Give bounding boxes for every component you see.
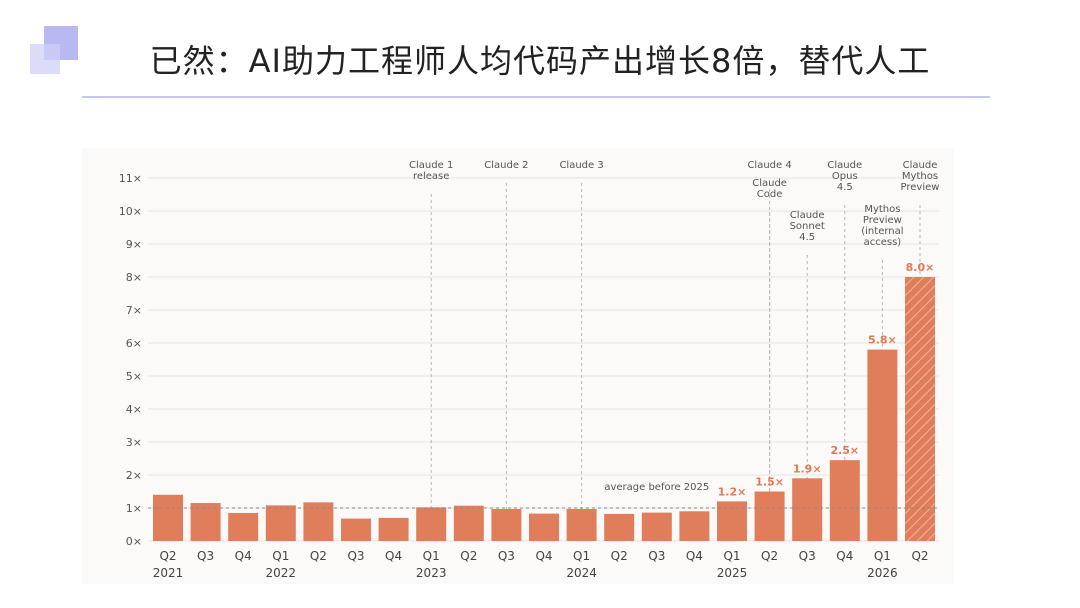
y-tick-label: 7× [126, 304, 142, 317]
x-tick-label: Q2 [310, 549, 327, 563]
x-tick-label: Q2 [159, 549, 176, 563]
bar [341, 518, 371, 541]
annotation-label: Claude 3 [559, 160, 603, 171]
x-tick-label: Q4 [535, 549, 552, 563]
annotation-label: Claude Opus 4.5 [827, 160, 862, 193]
bar [378, 517, 409, 541]
title-divider [82, 96, 990, 98]
x-tick-label: Q4 [686, 549, 703, 563]
annotation-label: Mythos Preview (internal access) [861, 204, 903, 248]
value-label: 1.2× [718, 485, 747, 498]
logo-square-overlap [44, 44, 60, 60]
x-tick-label: Q1 [272, 549, 289, 563]
x-tick-label: Q3 [197, 549, 214, 563]
annotation-label: Claude Sonnet 4.5 [790, 210, 825, 243]
x-tick-label: Q1 [874, 549, 891, 563]
annotation-label: Claude Mythos Preview [901, 160, 940, 193]
x-tick-label: Q4 [235, 549, 252, 563]
y-tick-label: 11× [119, 172, 142, 185]
x-tick-label: Q3 [648, 549, 665, 563]
bar [228, 512, 259, 541]
x-tick-label: Q1 [573, 549, 590, 563]
bar [679, 511, 710, 541]
bar [604, 513, 635, 541]
value-label: 2.5× [830, 444, 859, 457]
chart-panel: 0× 1× 2× 3× 4× 5× 6× 7× 8× 9× 10× 11× average before… [82, 148, 954, 584]
bar [416, 507, 447, 541]
bar [641, 512, 672, 541]
value-label: 1.5× [755, 476, 784, 489]
bar [153, 494, 183, 541]
year-label: 2025 [717, 566, 748, 580]
bar [529, 513, 559, 541]
value-label: 8.0× [906, 261, 935, 274]
bar [829, 460, 860, 541]
y-tick-label: 0× [126, 535, 142, 548]
y-tick-label: 5× [126, 370, 142, 383]
bar [867, 349, 898, 541]
y-tick-label: 6× [126, 337, 142, 350]
x-tick-label: Q1 [423, 549, 440, 563]
year-label: 2022 [266, 566, 297, 580]
year-label: 2021 [153, 566, 184, 580]
year-label: 2024 [566, 566, 597, 580]
x-tick-label: Q3 [498, 549, 515, 563]
bar [491, 508, 522, 541]
y-tick-label: 2× [126, 469, 142, 482]
y-tick-label: 10× [119, 205, 142, 218]
value-label: 1.9× [793, 462, 822, 475]
bar [265, 505, 296, 541]
bar [754, 491, 785, 541]
x-tick-label: Q2 [611, 549, 628, 563]
x-tick-label: Q2 [911, 549, 928, 563]
y-tick-label: 8× [126, 271, 142, 284]
page-title: 已然：AI助力工程师人均代码产出增长8倍，替代人工 [149, 42, 931, 80]
year-label: 2023 [416, 566, 447, 580]
annotation-label: Claude 4 [747, 160, 791, 171]
annotation-label: Claude 2 [484, 160, 528, 171]
x-tick-label: Q4 [836, 549, 853, 563]
year-label: 2026 [867, 566, 898, 580]
x-tick-label: Q1 [723, 549, 740, 563]
y-tick-label: 4× [126, 403, 142, 416]
x-tick-label: Q4 [385, 549, 402, 563]
x-tick-label: Q2 [761, 549, 778, 563]
bar [905, 277, 935, 541]
annotation-label: Claude Code [752, 178, 787, 200]
y-tick-label: 1× [126, 502, 142, 515]
x-tick-label: Q2 [460, 549, 477, 563]
x-tick-label: Q3 [347, 549, 364, 563]
x-tick-label: Q3 [799, 549, 816, 563]
value-label: 5.8× [868, 334, 897, 347]
y-tick-label: 3× [126, 436, 142, 449]
bar [717, 501, 747, 541]
bar [566, 508, 597, 541]
reference-line-label: average before 2025 [604, 482, 709, 493]
annotation-label: Claude 1 release [409, 160, 453, 182]
y-tick-label: 9× [126, 238, 142, 251]
bar [190, 503, 221, 541]
bar-chart: 0× 1× 2× 3× 4× 5× 6× 7× 8× 9× 10× 11× average before… [119, 160, 940, 580]
bar [453, 505, 484, 541]
bar [792, 478, 823, 541]
bar [303, 502, 334, 541]
